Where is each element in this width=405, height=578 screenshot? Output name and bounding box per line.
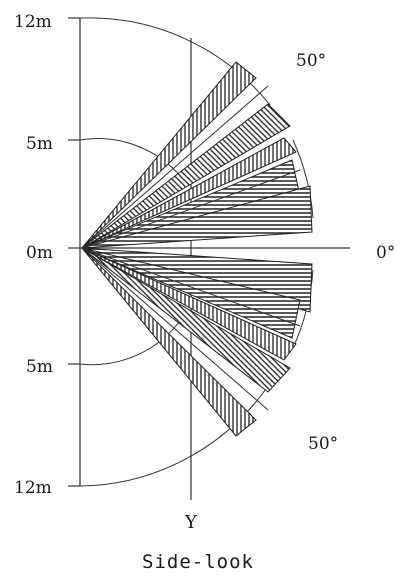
label-12m-top: 12m <box>14 12 52 32</box>
ray-upper-50 <box>81 85 269 249</box>
arc-12m <box>79 17 271 106</box>
beam-upper-5 <box>81 185 313 249</box>
ray-lower-50 <box>81 247 269 411</box>
label-5m-bottom: 5m <box>26 357 53 377</box>
beam-lower-3 <box>81 247 297 361</box>
ray-upper-30 <box>81 169 301 249</box>
arc-5m-bottom <box>79 317 183 366</box>
arc-12m-right <box>292 139 314 219</box>
label-5m-top: 5m <box>26 134 53 154</box>
label-angle-upper: 50° <box>296 51 326 71</box>
beam-lower-5 <box>81 247 257 437</box>
arc-5m <box>79 138 183 179</box>
angle-rays <box>81 85 301 411</box>
label-angle-lower: 50° <box>308 434 338 454</box>
detection-beams <box>81 61 313 437</box>
label-0m: 0m <box>26 243 53 263</box>
range-arcs <box>79 17 314 487</box>
beam-lower-2 <box>81 247 301 339</box>
beam-upper-2 <box>81 103 291 249</box>
label-y-axis: Y <box>184 512 198 533</box>
caption-side-look: Side-look <box>142 551 254 573</box>
label-angle-center: 0° <box>376 243 395 263</box>
ray-lower-30 <box>81 247 301 327</box>
beam-upper-1 <box>81 61 257 249</box>
label-12m-bottom: 12m <box>14 478 52 498</box>
beam-lower-4 <box>81 247 291 393</box>
arc-12m-bottom <box>79 382 271 487</box>
beam-upper-3 <box>81 137 297 249</box>
